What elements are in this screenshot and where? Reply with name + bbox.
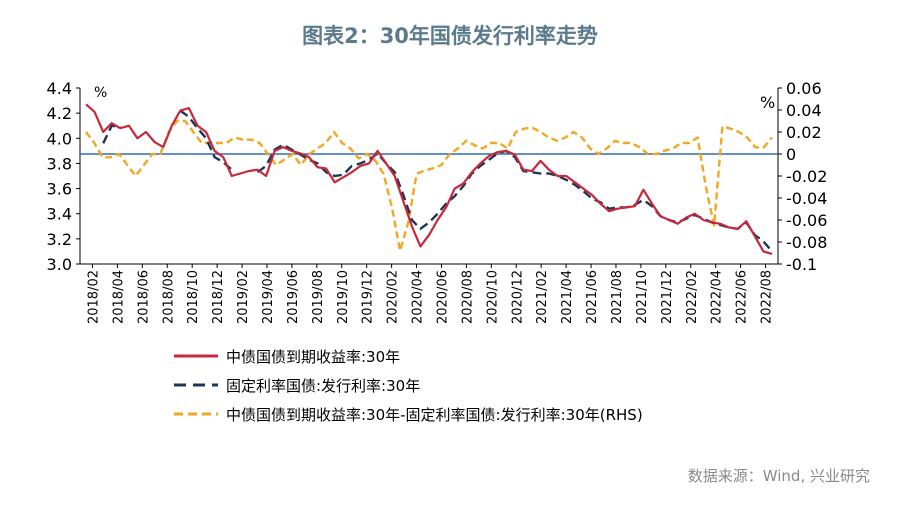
x-tick-label: 2019/02 (236, 270, 251, 324)
x-tick-label: 2020/10 (485, 270, 500, 324)
x-tick-label: 2021/08 (610, 270, 625, 324)
right-tick-label: 0 (786, 145, 796, 164)
x-tick-label: 2022/06 (735, 270, 750, 324)
x-tick-label: 2018/04 (111, 270, 126, 324)
x-tick-label: 2020/08 (460, 270, 475, 324)
left-tick-label: 3.6 (47, 180, 72, 199)
x-tick-label: 2021/12 (660, 270, 675, 324)
x-tick-label: 2018/10 (186, 270, 201, 324)
series-line-3 (85, 119, 773, 252)
x-tick-label: 2019/04 (261, 270, 276, 324)
x-tick-label: 2020/12 (510, 270, 525, 324)
right-tick-label: -0.08 (786, 233, 827, 252)
x-tick-label: 2021/10 (635, 270, 650, 324)
right-tick-label: -0.06 (786, 211, 827, 230)
x-tick-label: 2019/10 (336, 270, 351, 324)
right-tick-label: -0.02 (786, 167, 827, 186)
left-axis-unit: % (94, 85, 107, 101)
left-tick-label: 3.0 (47, 255, 72, 274)
series-line-1 (85, 103, 773, 255)
x-tick-label: 2021/06 (585, 270, 600, 324)
legend-label-2: 固定利率国债:发行利率:30年 (226, 377, 420, 395)
right-tick-label: 0.06 (786, 79, 822, 98)
right-tick-label: -0.04 (786, 189, 827, 208)
chart-title: 图表2：30年国债发行利率走势 (302, 24, 598, 48)
legend-label-1: 中债国债到期收益率:30年 (226, 348, 400, 366)
left-tick-label: 4.0 (47, 129, 72, 148)
x-tick-label: 2018/12 (211, 270, 226, 324)
x-tick-label: 2022/08 (760, 270, 775, 324)
x-tick-label: 2022/02 (685, 270, 700, 324)
legend-label-3: 中债国债到期收益率:30年-固定利率国债:发行利率:30年(RHS) (226, 406, 643, 424)
x-tick-label: 2019/08 (311, 270, 326, 324)
x-tick-label: 2020/02 (386, 270, 401, 324)
left-tick-label: 3.8 (47, 154, 72, 173)
left-tick-label: 4.4 (47, 79, 72, 98)
x-tick-label: 2019/06 (286, 270, 301, 324)
x-tick-label: 2019/12 (361, 270, 376, 324)
series-line-2 (102, 109, 773, 253)
x-tick-label: 2018/06 (136, 270, 151, 324)
x-tick-label: 2022/04 (710, 270, 725, 324)
x-tick-label: 2020/04 (411, 270, 426, 324)
right-tick-label: 0.02 (786, 123, 822, 142)
right-tick-label: 0.04 (786, 101, 822, 120)
right-axis-unit: % (760, 93, 775, 112)
x-tick-label: 2020/06 (435, 270, 450, 324)
left-tick-label: 4.2 (47, 104, 72, 123)
left-tick-label: 3.4 (47, 205, 72, 224)
x-tick-label: 2018/08 (161, 270, 176, 324)
x-tick-label: 2021/04 (560, 270, 575, 324)
right-tick-label: -0.1 (786, 255, 817, 274)
x-tick-label: 2018/02 (86, 270, 101, 324)
left-tick-label: 3.2 (47, 230, 72, 249)
source-note: 数据来源：Wind, 兴业研究 (687, 467, 870, 485)
x-tick-label: 2021/02 (535, 270, 550, 324)
